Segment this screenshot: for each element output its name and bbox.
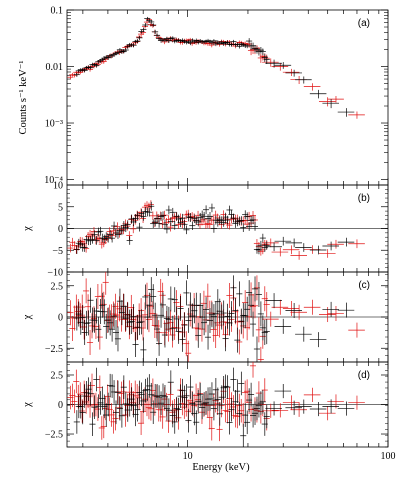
x-axis-title: Energy (keV) (192, 462, 250, 473)
y-tick-label: 10⁻³ (45, 119, 63, 130)
y-tick-label: 0.01 (46, 62, 64, 73)
y-tick-label: −10 (47, 268, 63, 279)
y-tick-label: −5 (52, 246, 63, 257)
panel-label: (d) (358, 370, 370, 381)
y-tick-label: 10 (53, 181, 63, 192)
panel-d: (d) χ 2.5 0 −2.5 (22, 361, 389, 448)
y-tick-label: −2.5 (45, 430, 63, 441)
y-tick-label: 2.5 (51, 281, 64, 292)
y-tick-label: 5 (58, 202, 63, 213)
y-tick-label: 0.1 (51, 6, 64, 17)
x-tick-label: 100 (381, 451, 396, 462)
panel-label: (a) (358, 18, 370, 29)
y-tick-label: 0 (58, 400, 63, 411)
panel-b: (b) χ 10 5 0 −5 −10 (22, 181, 389, 279)
panel-label: (b) (358, 193, 370, 204)
panel-frame (66, 9, 389, 186)
y-tick-label: 0 (58, 313, 63, 324)
y-axis-title: χ (22, 226, 33, 232)
y-axis-title: Counts s⁻¹ keV⁻¹ (18, 61, 29, 135)
y-axis-title: χ (22, 402, 33, 408)
panel-a: (a) Counts s⁻¹ keV⁻¹ 10⁻⁴ 10⁻³ 0.01 0.1 (18, 6, 389, 186)
panel-c: (c) χ 2.5 0 −2.5 (22, 271, 389, 363)
x-tick-label: 10 (183, 451, 193, 462)
y-tick-label: 10⁻⁴ (44, 175, 63, 186)
y-axis-title: χ (22, 314, 33, 320)
panel-label: (c) (358, 280, 370, 291)
y-tick-label: −2.5 (45, 344, 63, 355)
y-tick-label: 0 (58, 224, 63, 235)
y-tick-label: 2.5 (51, 370, 64, 381)
